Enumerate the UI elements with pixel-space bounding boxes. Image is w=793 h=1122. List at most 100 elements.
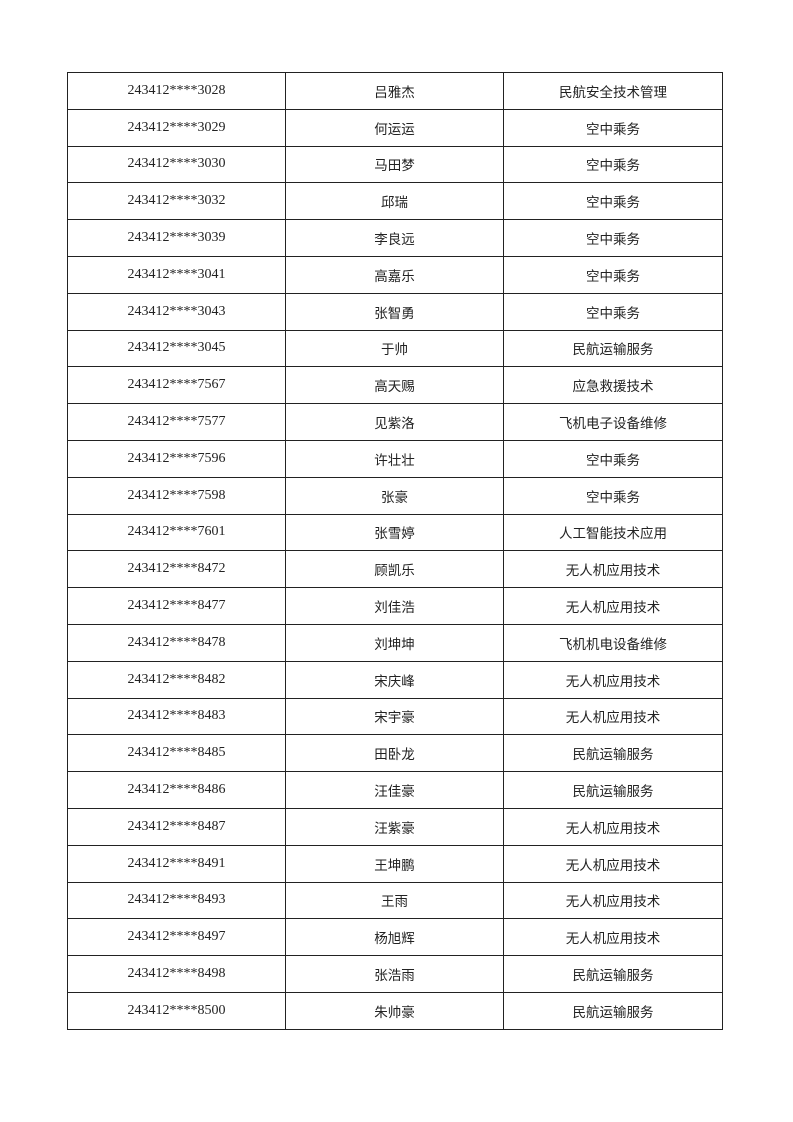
name-cell: 何运运 — [285, 108, 504, 147]
id-cell: 243412****8497 — [67, 918, 286, 957]
id-cell: 243412****3039 — [67, 219, 286, 257]
table-row: 243412****7601 张雪婷 人工智能技术应用 — [67, 513, 723, 552]
major-cell: 民航运输服务 — [503, 734, 723, 773]
name-cell: 刘坤坤 — [285, 623, 504, 662]
name-cell: 于帅 — [285, 329, 504, 368]
id-cell: 243412****3030 — [67, 145, 286, 184]
id-cell: 243412****7596 — [67, 439, 286, 478]
id-cell: 243412****8493 — [67, 881, 286, 920]
table-row: 243412****8497 杨旭辉 无人机应用技术 — [67, 918, 723, 957]
name-cell: 王雨 — [285, 881, 504, 920]
id-cell: 243412****8486 — [67, 771, 286, 809]
name-cell: 宋庆峰 — [285, 660, 504, 699]
major-cell: 空中乘务 — [503, 255, 723, 294]
table-row: 243412****3043 张智勇 空中乘务 — [67, 292, 723, 331]
id-cell: 243412****8472 — [67, 550, 286, 589]
table-row: 243412****3039 李良远 空中乘务 — [67, 219, 723, 257]
id-cell: 243412****8483 — [67, 697, 286, 736]
name-cell: 宋宇豪 — [285, 697, 504, 736]
major-cell: 空中乘务 — [503, 219, 723, 257]
name-cell: 见紫洛 — [285, 403, 504, 441]
major-cell: 无人机应用技术 — [503, 844, 723, 883]
name-cell: 汪紫豪 — [285, 807, 504, 846]
name-cell: 王坤鹏 — [285, 844, 504, 883]
major-cell: 民航运输服务 — [503, 771, 723, 809]
table-row: 243412****7577 见紫洛 飞机电子设备维修 — [67, 403, 723, 441]
name-cell: 张豪 — [285, 476, 504, 515]
major-cell: 空中乘务 — [503, 292, 723, 331]
id-cell: 243412****3045 — [67, 329, 286, 368]
table-row: 243412****3030 马田梦 空中乘务 — [67, 145, 723, 184]
major-cell: 无人机应用技术 — [503, 550, 723, 589]
name-cell: 高嘉乐 — [285, 255, 504, 294]
id-cell: 243412****7598 — [67, 476, 286, 515]
id-cell: 243412****7577 — [67, 403, 286, 441]
id-cell: 243412****8477 — [67, 587, 286, 625]
id-cell: 243412****8491 — [67, 844, 286, 883]
table-row: 243412****8472 顾凯乐 无人机应用技术 — [67, 550, 723, 589]
major-cell: 飞机电子设备维修 — [503, 403, 723, 441]
table-row: 243412****7596 许壮壮 空中乘务 — [67, 439, 723, 478]
major-cell: 应急救援技术 — [503, 366, 723, 405]
id-cell: 243412****3043 — [67, 292, 286, 331]
table-row: 243412****8477 刘佳浩 无人机应用技术 — [67, 587, 723, 625]
major-cell: 无人机应用技术 — [503, 697, 723, 736]
id-cell: 243412****8478 — [67, 623, 286, 662]
id-cell: 243412****8498 — [67, 955, 286, 993]
name-cell: 田卧龙 — [285, 734, 504, 773]
table-body: 243412****3028 吕雅杰 民航安全技术管理 243412****3029 何… — [67, 72, 723, 1030]
table-row: 243412****3029 何运运 空中乘务 — [67, 108, 723, 147]
table-row: 243412****7567 高天赐 应急救援技术 — [67, 366, 723, 405]
table-row: 243412****8493 王雨 无人机应用技术 — [67, 881, 723, 920]
major-cell: 空中乘务 — [503, 182, 723, 221]
major-cell: 空中乘务 — [503, 439, 723, 478]
name-cell: 马田梦 — [285, 145, 504, 184]
table-row: 243412****8486 汪佳豪 民航运输服务 — [67, 771, 723, 809]
major-cell: 民航安全技术管理 — [503, 72, 723, 110]
id-cell: 243412****8482 — [67, 660, 286, 699]
table-row: 243412****8487 汪紫豪 无人机应用技术 — [67, 807, 723, 846]
table-row: 243412****8498 张浩雨 民航运输服务 — [67, 955, 723, 993]
major-cell: 无人机应用技术 — [503, 587, 723, 625]
table-row: 243412****3041 高嘉乐 空中乘务 — [67, 255, 723, 294]
table-row: 243412****7598 张豪 空中乘务 — [67, 476, 723, 515]
name-cell: 许壮壮 — [285, 439, 504, 478]
major-cell: 无人机应用技术 — [503, 881, 723, 920]
id-cell: 243412****8487 — [67, 807, 286, 846]
major-cell: 无人机应用技术 — [503, 660, 723, 699]
name-cell: 高天赐 — [285, 366, 504, 405]
id-cell: 243412****3032 — [67, 182, 286, 221]
name-cell: 汪佳豪 — [285, 771, 504, 809]
name-cell: 顾凯乐 — [285, 550, 504, 589]
table-row: 243412****3028 吕雅杰 民航安全技术管理 — [67, 72, 723, 110]
table-row: 243412****8478 刘坤坤 飞机机电设备维修 — [67, 623, 723, 662]
major-cell: 民航运输服务 — [503, 955, 723, 993]
student-table: 243412****3028 吕雅杰 民航安全技术管理 243412****3029 何… — [67, 72, 723, 1030]
id-cell: 243412****7567 — [67, 366, 286, 405]
major-cell: 空中乘务 — [503, 145, 723, 184]
name-cell: 吕雅杰 — [285, 72, 504, 110]
major-cell: 民航运输服务 — [503, 991, 723, 1030]
id-cell: 243412****3028 — [67, 72, 286, 110]
id-cell: 243412****3029 — [67, 108, 286, 147]
name-cell: 张智勇 — [285, 292, 504, 331]
id-cell: 243412****3041 — [67, 255, 286, 294]
name-cell: 邱瑞 — [285, 182, 504, 221]
table-row: 243412****8500 朱帅豪 民航运输服务 — [67, 991, 723, 1030]
table-row: 243412****8485 田卧龙 民航运输服务 — [67, 734, 723, 773]
major-cell: 无人机应用技术 — [503, 918, 723, 957]
table-row: 243412****3045 于帅 民航运输服务 — [67, 329, 723, 368]
table-row: 243412****8491 王坤鹏 无人机应用技术 — [67, 844, 723, 883]
major-cell: 无人机应用技术 — [503, 807, 723, 846]
id-cell: 243412****8485 — [67, 734, 286, 773]
name-cell: 张浩雨 — [285, 955, 504, 993]
id-cell: 243412****7601 — [67, 513, 286, 552]
table-row: 243412****8483 宋宇豪 无人机应用技术 — [67, 697, 723, 736]
name-cell: 刘佳浩 — [285, 587, 504, 625]
major-cell: 飞机机电设备维修 — [503, 623, 723, 662]
name-cell: 张雪婷 — [285, 513, 504, 552]
table-row: 243412****3032 邱瑞 空中乘务 — [67, 182, 723, 221]
major-cell: 民航运输服务 — [503, 329, 723, 368]
name-cell: 朱帅豪 — [285, 991, 504, 1030]
major-cell: 人工智能技术应用 — [503, 513, 723, 552]
